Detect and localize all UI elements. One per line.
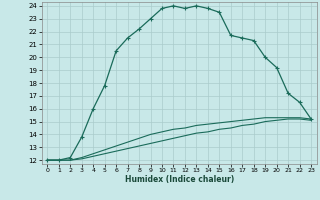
X-axis label: Humidex (Indice chaleur): Humidex (Indice chaleur): [124, 175, 234, 184]
